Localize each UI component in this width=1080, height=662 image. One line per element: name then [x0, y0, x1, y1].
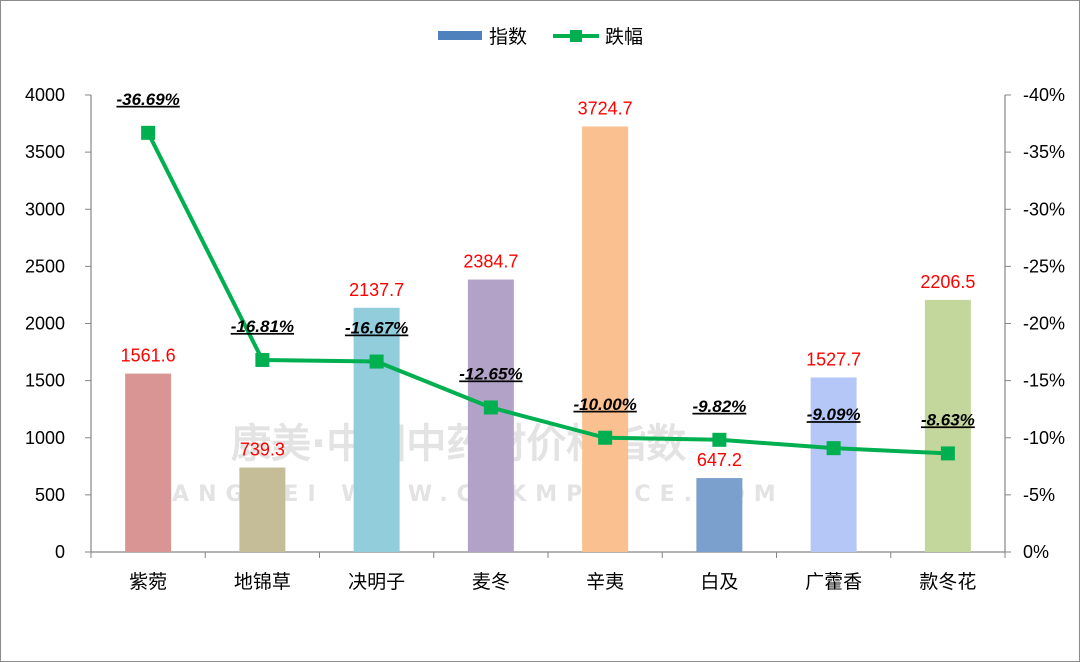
bar — [467, 279, 514, 552]
line-data-label: -10.00% — [573, 395, 636, 414]
right-tick-label: -30% — [1023, 199, 1065, 219]
right-tick-label: -40% — [1023, 85, 1065, 105]
bar — [239, 467, 286, 552]
legend-swatch-bar — [438, 31, 482, 40]
x-tick-label: 辛夷 — [586, 571, 624, 593]
x-tick-label: 款冬花 — [919, 571, 976, 593]
bars — [125, 126, 971, 552]
right-tick-label: -10% — [1023, 428, 1065, 448]
right-tick-label: -20% — [1023, 314, 1065, 334]
left-tick-label: 2500 — [25, 256, 65, 276]
line-data-label: -8.63% — [921, 410, 975, 429]
x-tick-label: 地锦草 — [234, 571, 291, 593]
left-tick-label: 2000 — [25, 314, 65, 334]
bar-data-label: 3724.7 — [578, 98, 633, 118]
left-tick-label: 0 — [55, 542, 65, 562]
legend-label-bar: 指数 — [489, 26, 527, 48]
left-tick-label: 500 — [35, 485, 65, 505]
bar — [353, 307, 400, 552]
bar-data-label: 2137.7 — [349, 280, 404, 300]
line-data-label: -12.65% — [459, 364, 522, 383]
line-marker — [141, 125, 156, 140]
bar — [125, 373, 172, 552]
axes: 0 500 1000 1500 2000 2500 3000 3500 4000 0% -5% -10… — [25, 85, 1065, 593]
x-tick-label: 决明子 — [348, 571, 405, 593]
bar — [924, 299, 971, 552]
right-tick-label: -25% — [1023, 256, 1065, 276]
line-marker — [255, 352, 270, 367]
bar — [582, 126, 629, 552]
legend: 指数 跌幅 — [438, 26, 643, 48]
right-tick-label: 0% — [1023, 542, 1049, 562]
line-marker — [369, 354, 384, 369]
right-tick-label: -35% — [1023, 142, 1065, 162]
line-marker — [712, 432, 727, 447]
bar-data-label: 1561.6 — [121, 346, 176, 366]
left-tick-label: 1500 — [25, 371, 65, 391]
decline-line — [146, 131, 948, 456]
line-marker — [826, 441, 841, 456]
x-tick-label: 紫菀 — [129, 571, 167, 593]
legend-swatch-marker — [570, 30, 582, 42]
left-tick-label: 4000 — [25, 85, 65, 105]
bar-data-label: 2206.5 — [920, 272, 975, 292]
right-tick-label: -5% — [1023, 485, 1055, 505]
right-tick-label: -15% — [1023, 371, 1065, 391]
line-data-label: -9.09% — [807, 405, 861, 424]
bar-data-label: 739.3 — [240, 440, 285, 460]
bar-data-label: 1527.7 — [806, 349, 861, 369]
line-marker — [483, 400, 498, 415]
bar-data-label: 2384.7 — [463, 252, 518, 272]
line-data-label: -9.82% — [692, 397, 746, 416]
legend-label-line: 跌幅 — [605, 26, 643, 48]
line-data-label: -16.81% — [231, 317, 294, 336]
left-tick-label: 3000 — [25, 199, 65, 219]
line-series: 1561.6 739.3 2137.7 2384.7 3724.7 647.2 1527.7… — [116, 90, 975, 470]
x-tick-label: 麦冬 — [472, 571, 510, 593]
x-tick-label: 广藿香 — [805, 571, 862, 593]
left-tick-label: 1000 — [25, 428, 65, 448]
bar-data-label: 647.2 — [697, 450, 742, 470]
line-marker — [598, 430, 613, 445]
x-tick-label: 白及 — [700, 571, 738, 593]
line-data-label: -16.67% — [345, 319, 408, 338]
bar — [810, 377, 857, 552]
bar — [696, 478, 743, 552]
left-tick-label: 3500 — [25, 142, 65, 162]
line-data-label: -36.69% — [116, 90, 179, 109]
line-marker — [940, 446, 955, 461]
